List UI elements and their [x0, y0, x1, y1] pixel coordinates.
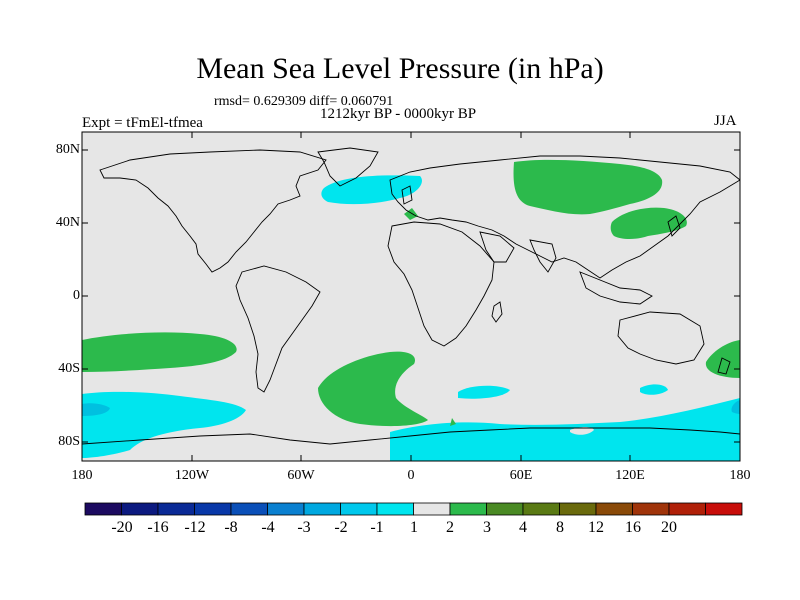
- anomaly-east-asia-high: [610, 207, 687, 239]
- colorbar-label: 12: [588, 519, 604, 536]
- colorbar-label: 20: [661, 519, 677, 536]
- colorbar-swatch: [559, 502, 597, 516]
- coast-southeast-asia: [579, 271, 653, 305]
- colorbar-swatch: [413, 502, 451, 516]
- colorbar-label: 3: [483, 519, 491, 536]
- colorbar-label: -3: [297, 519, 311, 536]
- colorbar-label: 16: [625, 519, 641, 536]
- colorbar-swatch: [376, 502, 414, 516]
- colorbar-label: -2: [334, 519, 348, 536]
- lat-label-80n: 80N: [55, 142, 80, 157]
- coast-antarctica: [82, 427, 740, 461]
- lon-label-120w: 120W: [174, 468, 210, 483]
- anomaly-europe-high: [404, 208, 418, 220]
- coast-greenland: [317, 147, 379, 187]
- experiment-label: Expt = tFmEl-tfmea: [82, 115, 203, 131]
- anomaly-siberia-high: [513, 159, 663, 215]
- colorbar-label: -20: [111, 519, 133, 536]
- coast-europe-asia: [389, 155, 740, 279]
- lon-label-120e: 120E: [615, 468, 645, 483]
- coastlines: [82, 147, 740, 461]
- lat-label-40n: 40N: [55, 215, 80, 230]
- colorbar-swatch: [705, 502, 743, 516]
- anomaly-tasman-high: [705, 340, 740, 378]
- anomaly-southern-ocean-low-east: [390, 398, 740, 461]
- anomaly-southern-ocean-low-deep-2: [731, 400, 740, 414]
- lon-label-60e: 60E: [509, 468, 533, 483]
- colorbar-swatch: [84, 502, 122, 516]
- anomaly-antarctic-neutral: [570, 427, 594, 435]
- colorbar-label: 2: [446, 519, 454, 536]
- colorbar-swatch: [230, 502, 268, 516]
- anomaly-antarctic-green: [450, 418, 456, 426]
- period-label: 1212kyr BP - 0000kyr BP: [320, 106, 477, 122]
- colorbar-label: -12: [184, 519, 206, 536]
- coast-madagascar: [491, 301, 503, 323]
- colorbar-swatch: [668, 502, 706, 516]
- lon-label-180e: 180: [729, 468, 751, 483]
- anomaly-south-indian-low-2: [640, 384, 668, 395]
- colorbar-label: -4: [261, 519, 275, 536]
- colorbar-swatch: [340, 502, 378, 516]
- anomaly-south-indian-low: [458, 385, 510, 399]
- colorbar-swatch: [121, 502, 159, 516]
- lon-label-0: 0: [407, 468, 415, 483]
- coast-uk: [401, 185, 413, 205]
- colorbar-swatch: [449, 502, 487, 516]
- colorbar-label: -1: [370, 519, 384, 536]
- coast-new-zealand: [717, 357, 731, 375]
- season-label: JJA: [714, 113, 737, 129]
- anomaly-south-atlantic-high: [318, 351, 428, 427]
- coast-japan: [667, 215, 681, 237]
- stats-label: rmsd= 0.629309 diff= 0.060791: [214, 94, 394, 109]
- colorbar-label: 1: [410, 519, 418, 536]
- axis-ticks: [82, 132, 740, 461]
- coast-arabia-india: [479, 231, 557, 273]
- lon-label-60w: 60W: [287, 468, 315, 483]
- map-title: Mean Sea Level Pressure (in hPa): [196, 52, 604, 85]
- lon-label-180w: 180: [71, 468, 93, 483]
- coast-north-america: [99, 149, 327, 273]
- coast-australia: [617, 311, 705, 365]
- colorbar-label: 4: [519, 519, 527, 536]
- colorbar-swatch: [486, 502, 524, 516]
- lat-label-80s: 80S: [58, 434, 80, 449]
- colorbar-swatch: [157, 502, 195, 516]
- anomaly-southern-ocean-low-deep: [82, 403, 110, 416]
- colorbar-swatch: [303, 502, 341, 516]
- coast-south-america: [235, 265, 321, 393]
- lat-label-40s: 40S: [58, 361, 80, 376]
- colorbar-swatch: [267, 502, 305, 516]
- colorbar-label: 8: [556, 519, 564, 536]
- colorbar-label: -8: [224, 519, 238, 536]
- coast-africa: [387, 221, 495, 347]
- colorbar-label: -16: [147, 519, 169, 536]
- colorbar-swatch: [194, 502, 232, 516]
- anomaly-south-pacific-high: [82, 332, 237, 372]
- colorbar-swatch: [522, 502, 560, 516]
- lat-label-0: 0: [73, 288, 80, 303]
- colorbar-swatch: [595, 502, 633, 516]
- colorbar-swatch: [632, 502, 670, 516]
